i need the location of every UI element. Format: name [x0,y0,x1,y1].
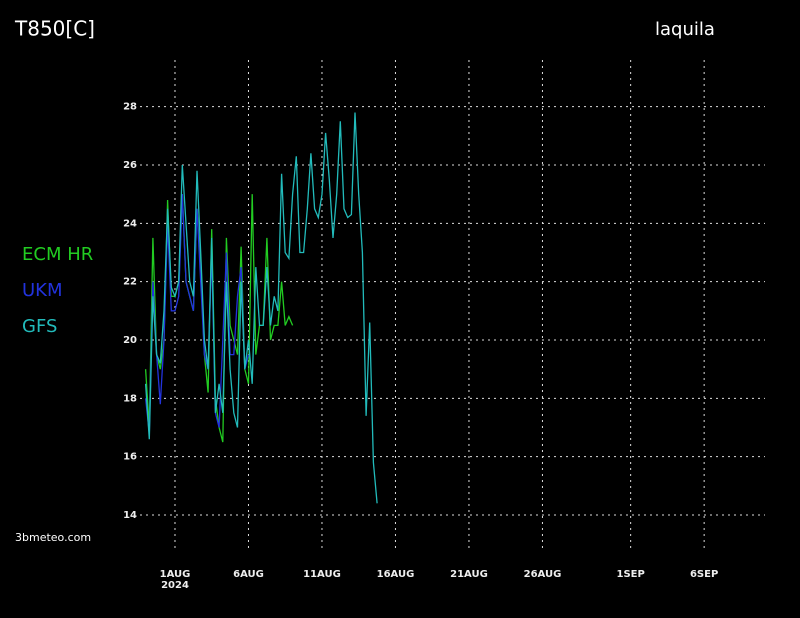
x-tick-label: 6AUG [233,569,264,580]
legend-entry: UKM [22,280,63,301]
x-tick-label: 11AUG [303,569,341,580]
legend-entry: GFS [22,316,57,337]
y-tick-label: 24 [123,218,137,229]
y-tick-label: 28 [123,102,137,113]
chart-title: T850[C] [14,17,95,41]
series-line [144,112,378,504]
y-tick-label: 22 [123,277,137,288]
x-tick-label: 26AUG [524,569,562,580]
x-tick-label: 1AUG [160,569,191,580]
series-line [144,194,250,434]
y-tick-label: 16 [123,452,137,463]
y-tick-label: 14 [123,510,137,521]
x-tick-label: 21AUG [450,569,488,580]
x-year-label: 2024 [161,580,189,591]
source: 3bmeteo.com [15,531,91,544]
x-tick-label: 6SEP [690,569,718,580]
location: laquila [655,19,715,40]
legend-entry: ECM HR [22,244,93,265]
y-tick-label: 20 [123,335,137,346]
x-tick-label: 16AUG [377,569,415,580]
y-tick-label: 26 [123,160,137,171]
y-tick-label: 18 [123,393,137,404]
x-tick-label: 1SEP [616,569,644,580]
